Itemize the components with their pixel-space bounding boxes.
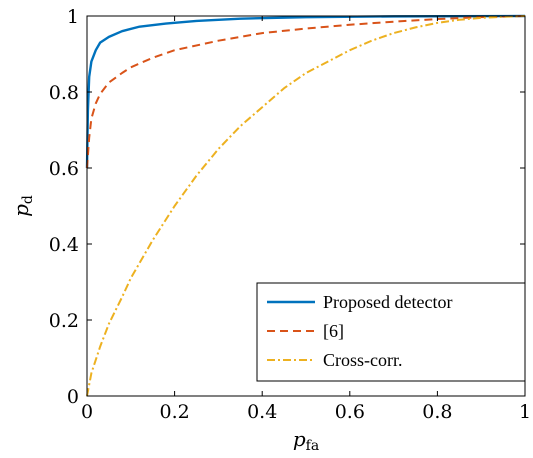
y-tick-label: 0 (67, 386, 79, 408)
legend-items: Proposed detector [6] Cross-corr. (267, 292, 452, 370)
legend-box (256, 282, 526, 382)
y-axis-label-main: p (9, 204, 33, 217)
y-tick-label: 0.2 (49, 310, 79, 332)
x-axis-label: pfa (293, 427, 319, 454)
series-line-3 (86, 15, 526, 397)
series-line-1 (85, 14, 526, 169)
x-tick-label: 0.4 (247, 401, 277, 423)
tick-labels: 0 0.2 0.4 0.6 0.8 1 0 0.2 0.4 0.6 0.8 1 (49, 6, 531, 423)
x-tick-label: 0.2 (159, 401, 189, 423)
y-tick-label: 0.4 (49, 234, 79, 256)
y-tick-label: 0.8 (49, 82, 79, 104)
y-tick-label: 0.6 (49, 158, 79, 180)
x-axis-label-sub: fa (306, 438, 320, 454)
series-line-2 (86, 15, 526, 169)
x-tick-label: 0 (81, 401, 93, 423)
plot-frame (86, 15, 526, 397)
legend: Proposed detector [6] Cross-corr. (256, 282, 526, 382)
x-tick-label: 0.6 (335, 401, 365, 423)
plot-marks (85, 14, 526, 397)
x-tick-label: 0.8 (422, 401, 452, 423)
legend-label-1: Proposed detector (323, 292, 452, 312)
y-tick-label: 1 (67, 6, 79, 28)
x-axis-label-main: p (293, 427, 306, 451)
y-axis-label-sub: d (20, 195, 36, 204)
x-tick-label: 1 (519, 401, 531, 423)
legend-label-3: Cross-corr. (323, 350, 403, 370)
axis-ticks (86, 15, 526, 397)
y-axis-label: pd (9, 195, 36, 217)
legend-label-2: [6] (323, 321, 344, 341)
